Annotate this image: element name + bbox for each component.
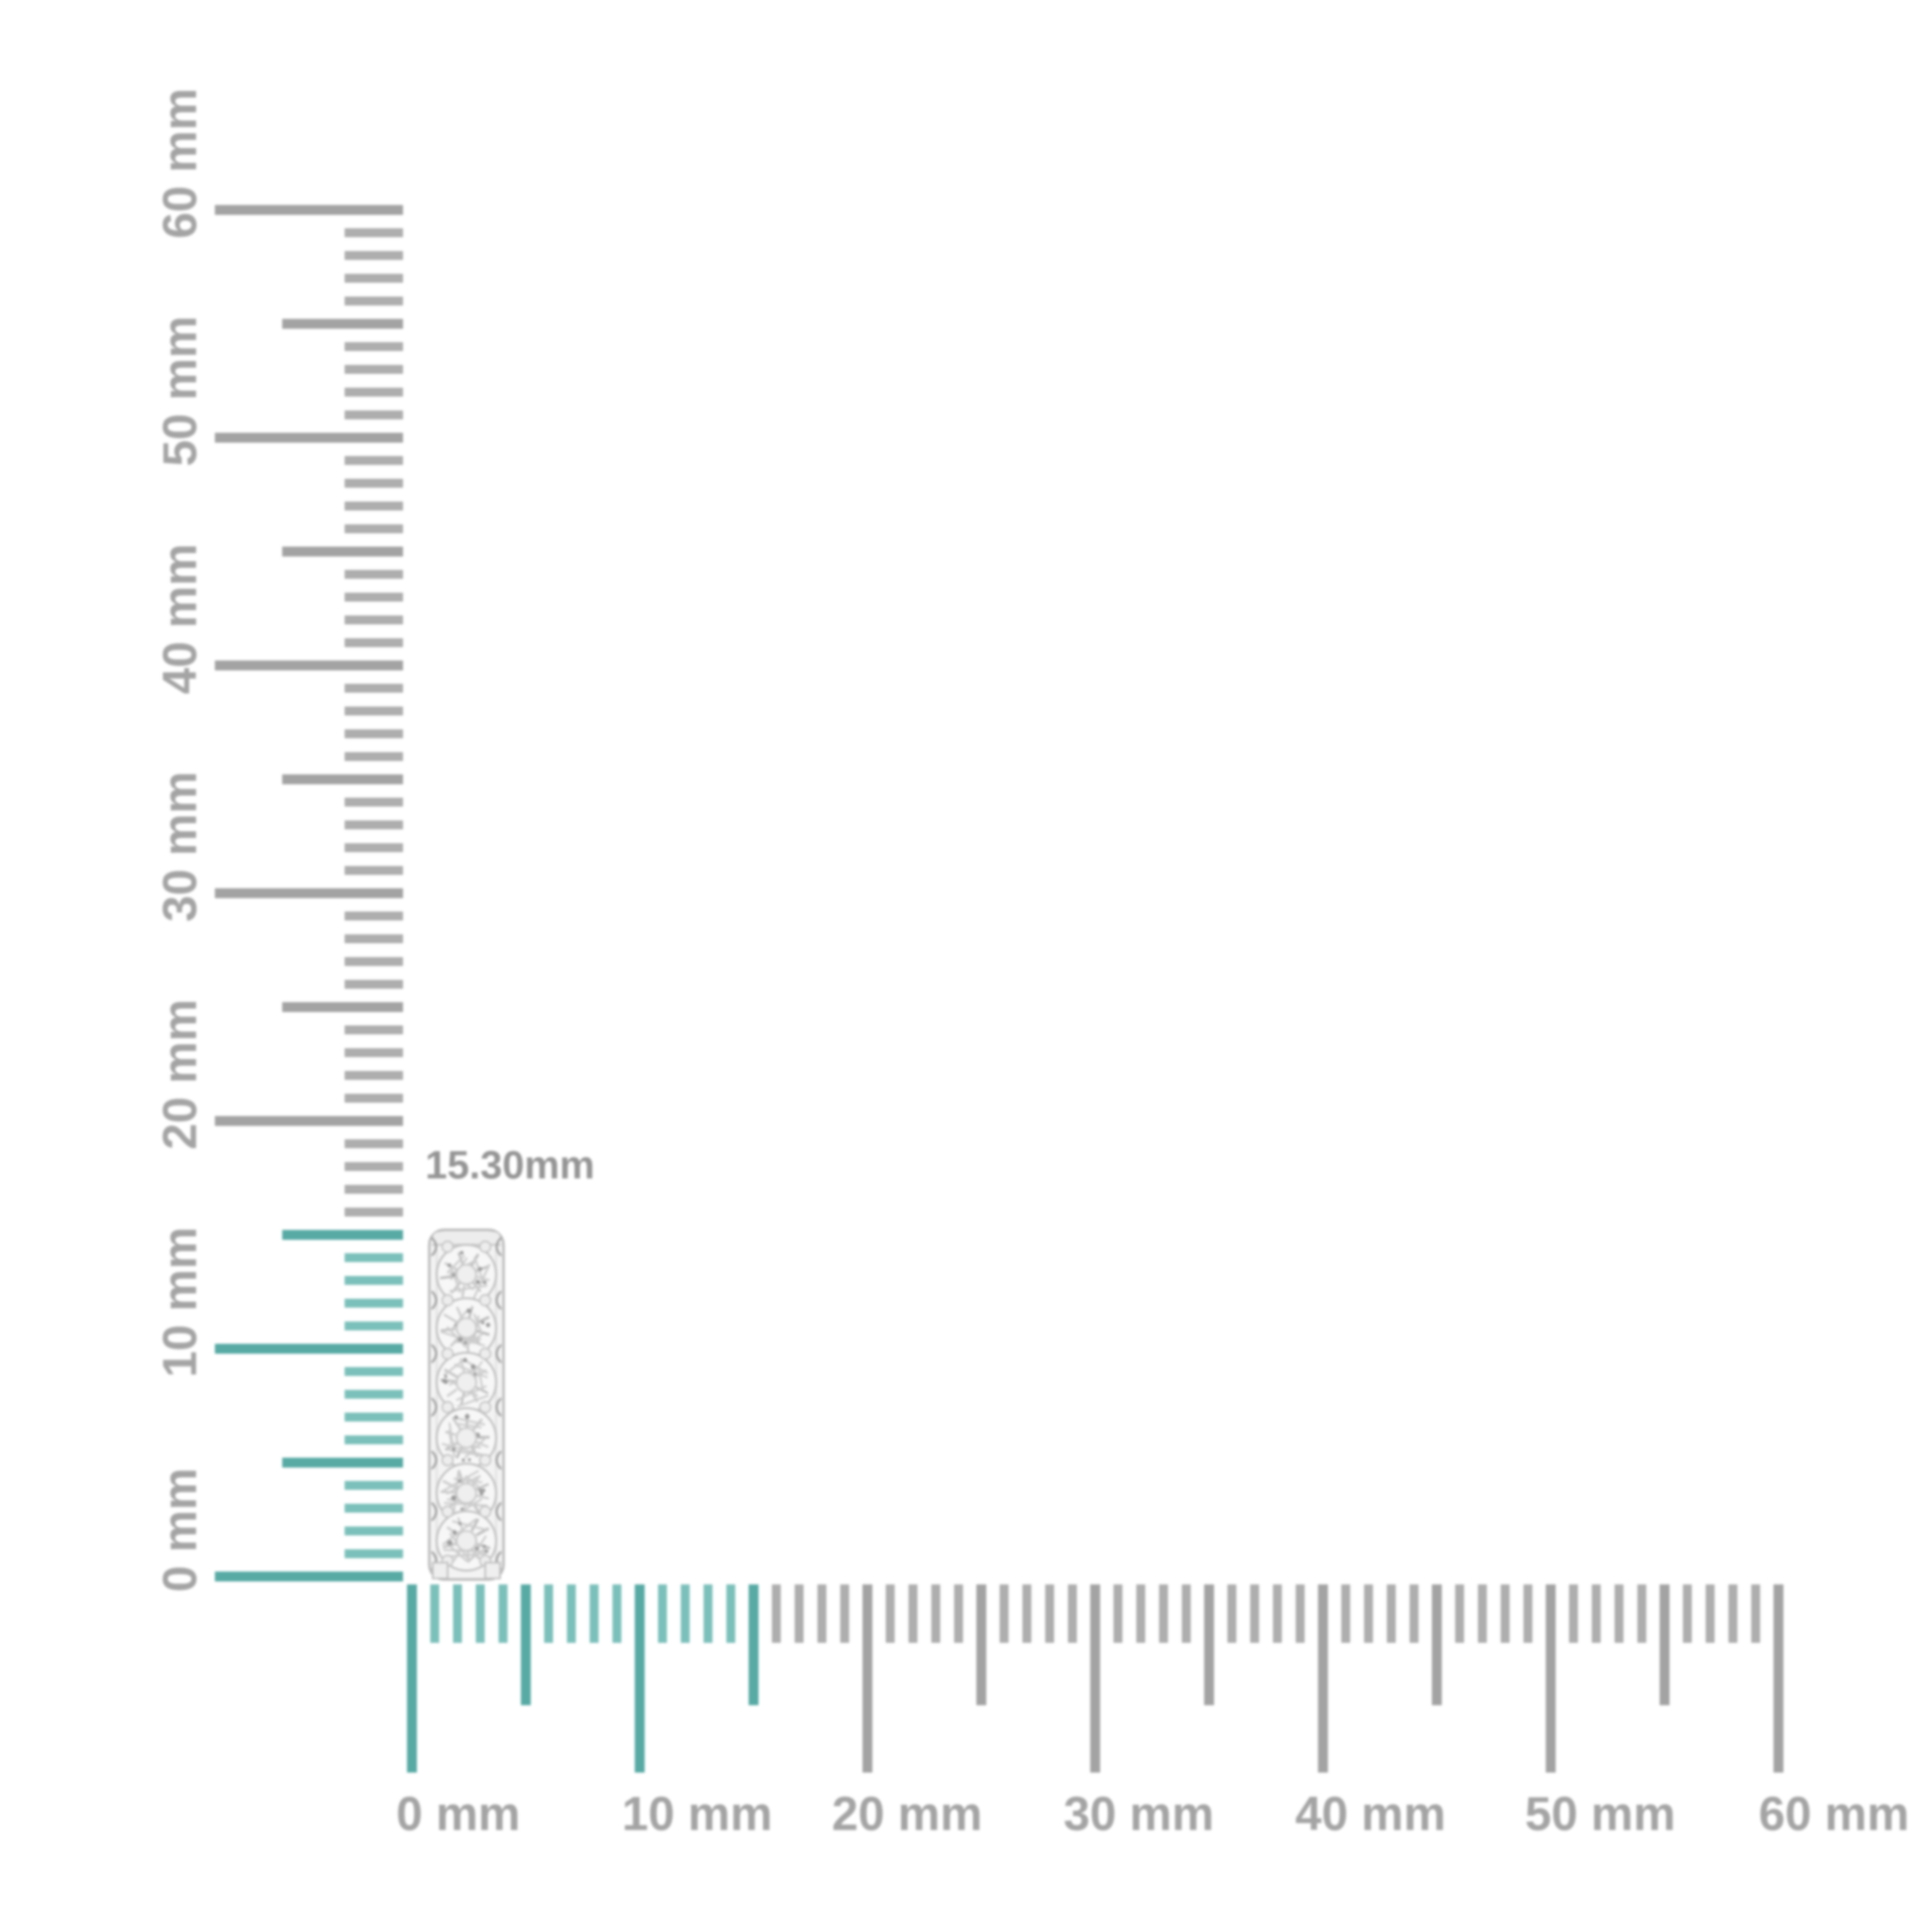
svg-text:15.30mm: 15.30mm	[425, 1144, 594, 1187]
svg-text:30 mm: 30 mm	[154, 771, 207, 922]
svg-text:60 mm: 60 mm	[1759, 1788, 1909, 1841]
svg-text:60 mm: 60 mm	[154, 88, 207, 239]
svg-text:10 mm: 10 mm	[154, 1227, 207, 1377]
svg-text:20 mm: 20 mm	[154, 999, 207, 1150]
svg-text:0 mm: 0 mm	[154, 1468, 207, 1591]
svg-text:50 mm: 50 mm	[1525, 1788, 1675, 1841]
svg-text:40 mm: 40 mm	[1295, 1788, 1446, 1841]
svg-text:10 mm: 10 mm	[622, 1788, 772, 1841]
svg-text:40 mm: 40 mm	[154, 544, 207, 694]
svg-text:50 mm: 50 mm	[154, 316, 207, 466]
svg-text:0 mm: 0 mm	[396, 1788, 520, 1841]
svg-text:20 mm: 20 mm	[832, 1788, 982, 1841]
svg-text:30 mm: 30 mm	[1064, 1788, 1214, 1841]
